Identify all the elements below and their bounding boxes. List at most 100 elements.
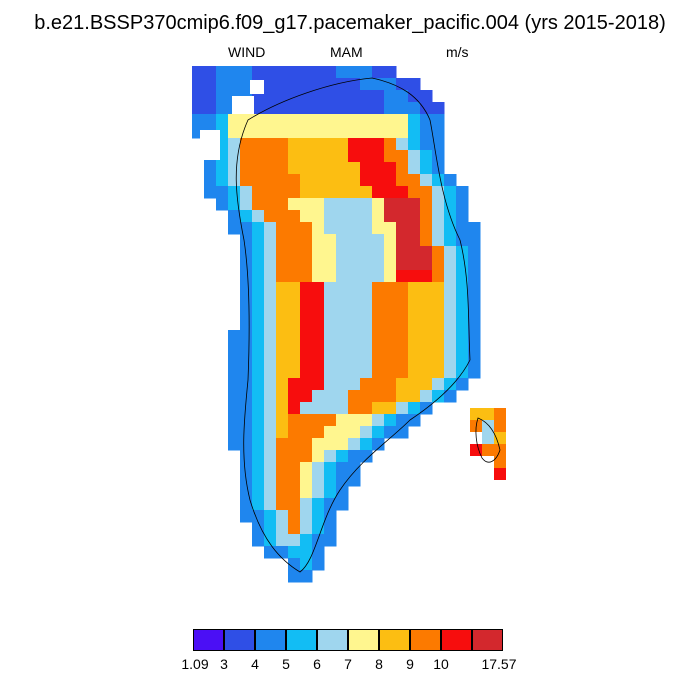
wind-grid-cell xyxy=(324,138,337,151)
wind-grid-cell xyxy=(360,90,373,103)
wind-grid-cell xyxy=(408,90,421,103)
wind-grid-cell xyxy=(408,390,421,403)
wind-grid-cell xyxy=(432,258,445,271)
wind-grid-cell xyxy=(240,138,253,151)
wind-grid-cell xyxy=(372,402,385,415)
wind-grid-cell xyxy=(396,330,409,343)
wind-grid-cell xyxy=(396,198,409,211)
wind-grid-cell xyxy=(432,150,445,163)
wind-grid-cell xyxy=(312,138,325,151)
wind-grid-cell xyxy=(312,318,325,331)
wind-grid-cell xyxy=(372,162,385,175)
wind-grid-cell xyxy=(312,270,325,283)
wind-grid-cell xyxy=(324,66,337,79)
island-grid-cell xyxy=(482,432,494,444)
wind-grid-cell xyxy=(312,78,325,91)
wind-grid-cell xyxy=(300,282,313,295)
wind-grid-cell xyxy=(384,258,397,271)
plot-title: b.e21.BSSP370cmip6.f09_g17.pacemaker_pac… xyxy=(34,12,666,34)
wind-grid-cell xyxy=(264,150,277,163)
wind-grid-cell xyxy=(288,186,301,199)
wind-grid-cell xyxy=(264,402,277,415)
colorbar-tick-label: 10 xyxy=(433,656,449,672)
wind-grid-cell xyxy=(360,390,373,403)
wind-grid-cell xyxy=(384,210,397,223)
wind-grid-cell xyxy=(396,306,409,319)
wind-grid-cell xyxy=(276,222,289,235)
wind-grid-cell xyxy=(432,318,445,331)
wind-grid-cell xyxy=(468,354,481,367)
wind-grid-cell xyxy=(408,162,421,175)
wind-grid-cell xyxy=(276,390,289,403)
wind-grid-cell xyxy=(324,378,337,391)
wind-grid-cell xyxy=(312,234,325,247)
wind-grid-cell xyxy=(288,510,301,523)
wind-grid-cell xyxy=(372,234,385,247)
wind-grid-cell xyxy=(348,186,361,199)
wind-grid-cell xyxy=(432,186,445,199)
wind-grid-cell xyxy=(216,66,229,79)
wind-grid-cell xyxy=(192,78,205,91)
wind-grid-cell xyxy=(264,378,277,391)
wind-grid-cell xyxy=(468,258,481,271)
wind-grid-cell xyxy=(408,402,421,415)
wind-grid-cell xyxy=(444,246,457,259)
wind-grid-cell xyxy=(288,126,301,139)
wind-grid-cell xyxy=(300,234,313,247)
wind-grid-cell xyxy=(360,294,373,307)
wind-grid-cell xyxy=(384,294,397,307)
wind-grid-cell xyxy=(312,450,325,463)
wind-grid-cell xyxy=(300,78,313,91)
wind-grid-cell xyxy=(252,498,265,511)
wind-grid-cell xyxy=(276,510,289,523)
wind-grid-cell xyxy=(264,198,277,211)
wind-grid-cell xyxy=(372,246,385,259)
wind-grid-cell xyxy=(372,114,385,127)
wind-grid-cell xyxy=(420,126,433,139)
wind-grid-cell xyxy=(324,318,337,331)
wind-grid-cell xyxy=(252,210,265,223)
colorbar-swatch xyxy=(348,629,379,651)
wind-grid-cell xyxy=(444,390,457,403)
wind-grid-cell xyxy=(276,426,289,439)
wind-grid-cell xyxy=(324,294,337,307)
wind-grid-cell xyxy=(264,126,277,139)
wind-grid-cell xyxy=(300,246,313,259)
wind-grid-cell xyxy=(300,570,313,583)
wind-grid-cell xyxy=(336,162,349,175)
wind-grid-cell xyxy=(360,138,373,151)
wind-grid-cell xyxy=(348,222,361,235)
wind-grid-cell xyxy=(432,234,445,247)
wind-grid-cell xyxy=(252,450,265,463)
wind-grid-cell xyxy=(432,138,445,151)
wind-grid-cell xyxy=(348,330,361,343)
wind-grid-cell xyxy=(408,198,421,211)
wind-grid-cell xyxy=(468,234,481,247)
wind-grid-cell xyxy=(384,90,397,103)
wind-grid-cell xyxy=(348,282,361,295)
wind-grid-cell xyxy=(432,366,445,379)
wind-grid-cell xyxy=(288,474,301,487)
wind-grid-cell xyxy=(300,378,313,391)
colorbar-tick-label: 17.57 xyxy=(481,656,517,672)
wind-grid-cell xyxy=(408,78,421,91)
wind-grid-cell xyxy=(384,426,397,439)
wind-grid-cell xyxy=(336,174,349,187)
wind-grid-cell xyxy=(252,330,265,343)
wind-grid-cell xyxy=(348,150,361,163)
wind-grid-cell xyxy=(240,282,253,295)
wind-grid-cell xyxy=(276,186,289,199)
wind-grid-cell xyxy=(312,378,325,391)
wind-grid-cell xyxy=(276,522,289,535)
wind-grid-cell xyxy=(372,306,385,319)
colorbar-tick-label: 8 xyxy=(375,656,383,672)
wind-grid-cell xyxy=(252,294,265,307)
colorbar-tick-label: 7 xyxy=(344,656,352,672)
wind-grid-cell xyxy=(432,198,445,211)
wind-grid-cell xyxy=(288,558,301,571)
wind-grid-cell xyxy=(372,294,385,307)
wind-grid-cell xyxy=(264,330,277,343)
wind-grid-cell xyxy=(348,114,361,127)
wind-grid-cell xyxy=(300,354,313,367)
wind-grid-cell xyxy=(372,126,385,139)
